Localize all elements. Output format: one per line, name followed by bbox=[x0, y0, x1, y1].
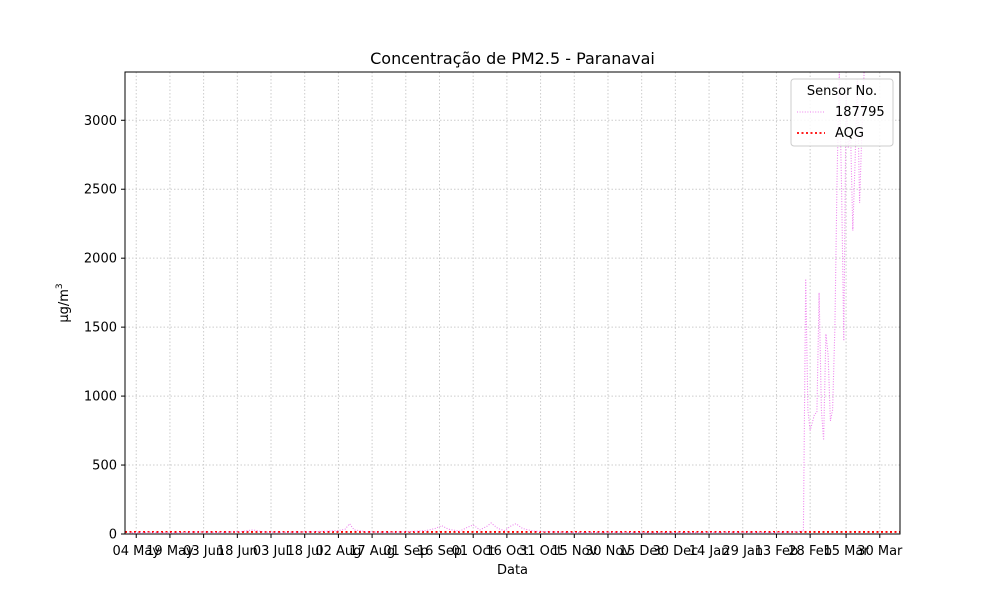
legend-label-aqg: AQG bbox=[835, 126, 864, 141]
x-axis-label: Data bbox=[497, 563, 528, 578]
legend-title: Sensor No. bbox=[807, 84, 877, 99]
y-axis-label: µg/m3 bbox=[55, 283, 72, 322]
x-tick-label: 16 Sep bbox=[417, 544, 462, 559]
x-tick-label: 28 Feb bbox=[788, 544, 832, 559]
y-tick-label: 1500 bbox=[84, 321, 117, 336]
x-tick-label: 01 Sep bbox=[383, 544, 428, 559]
x-tick-label: 18 Jun bbox=[217, 544, 258, 559]
grid-lines bbox=[125, 72, 900, 535]
x-tick-label: 14 Jan bbox=[689, 544, 730, 559]
x-tick-label: 30 Dec bbox=[652, 544, 698, 559]
x-tick-label: 03 Jun bbox=[183, 544, 224, 559]
x-tick-label: 18 Jul bbox=[287, 544, 323, 559]
y-tick-label: 1000 bbox=[84, 390, 117, 405]
y-tick-label: 0 bbox=[109, 528, 117, 543]
x-tick-label: 31 Oct bbox=[519, 544, 562, 559]
x-tick-label: 30 Nov bbox=[585, 544, 631, 559]
x-tick-label: 15 Nov bbox=[551, 544, 597, 559]
x-tick-label: 04 May bbox=[112, 544, 160, 559]
y-tick-label: 2000 bbox=[84, 252, 117, 267]
legend-box bbox=[790, 78, 894, 147]
x-tick-label: 15 Dec bbox=[619, 544, 665, 559]
x-tick-label: 03 Jul bbox=[253, 544, 289, 559]
plot-frame bbox=[124, 71, 901, 535]
x-tick-label: 16 Oct bbox=[485, 544, 528, 559]
x-tick-label: 29 Jan bbox=[722, 544, 763, 559]
x-tick-label: 30 Mar bbox=[857, 544, 903, 559]
y-axis-label-base: µg/m bbox=[57, 289, 72, 323]
legend-label-187795: 187795 bbox=[835, 105, 885, 120]
y-axis-label-superscript: 3 bbox=[55, 283, 65, 289]
x-tick-label: 15 Mar bbox=[823, 544, 869, 559]
x-tick-label: 17 Aug bbox=[349, 544, 395, 559]
x-tick-label: 19 May bbox=[146, 544, 194, 559]
legend: Sensor No. 187795 AQG bbox=[790, 78, 894, 147]
chart-title: Concentração de PM2.5 - Paranavai bbox=[370, 49, 655, 68]
y-tick-label: 3000 bbox=[84, 114, 117, 129]
x-tick-label: 02 Aug bbox=[315, 544, 361, 559]
x-tick-label: 13 Feb bbox=[755, 544, 799, 559]
x-tick-label: 01 Oct bbox=[452, 544, 495, 559]
y-tick-label: 2500 bbox=[84, 183, 117, 198]
y-tick-label: 500 bbox=[92, 459, 117, 474]
y-axis-ticks: 0 500 1000 1500 2000 2500 3000 bbox=[84, 114, 125, 543]
